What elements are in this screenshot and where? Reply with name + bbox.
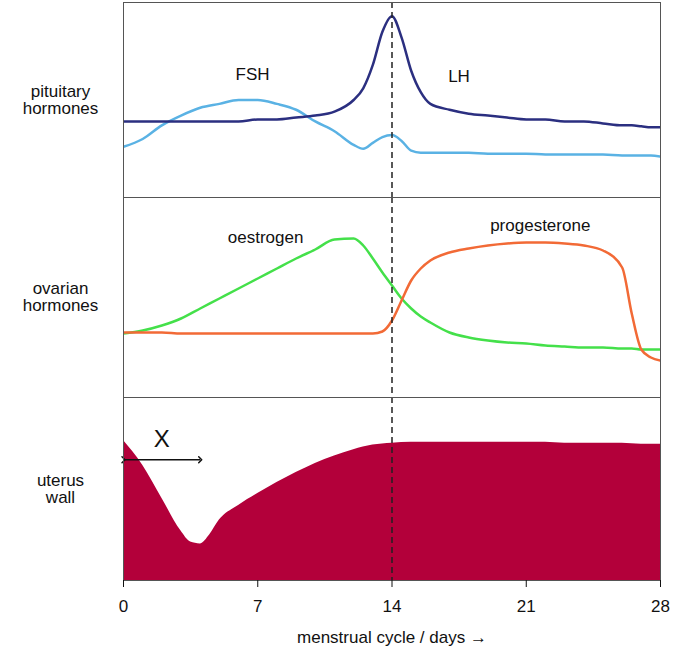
svg-text:LH: LH — [448, 67, 470, 86]
svg-text:pituitaryhormones: pituitaryhormones — [23, 82, 99, 118]
svg-text:0: 0 — [119, 597, 128, 616]
svg-text:28: 28 — [651, 597, 670, 616]
svg-text:menstrual cycle / days →: menstrual cycle / days → — [297, 628, 487, 647]
svg-text:ovarianhormones: ovarianhormones — [23, 279, 99, 315]
svg-text:21: 21 — [517, 597, 536, 616]
svg-text:oestrogen: oestrogen — [228, 228, 304, 247]
svg-text:FSH: FSH — [236, 65, 270, 84]
svg-text:7: 7 — [253, 597, 262, 616]
svg-text:14: 14 — [383, 597, 402, 616]
svg-text:progesterone: progesterone — [490, 216, 590, 235]
svg-text:uteruswall: uteruswall — [37, 471, 84, 507]
svg-text:X: X — [154, 425, 170, 452]
